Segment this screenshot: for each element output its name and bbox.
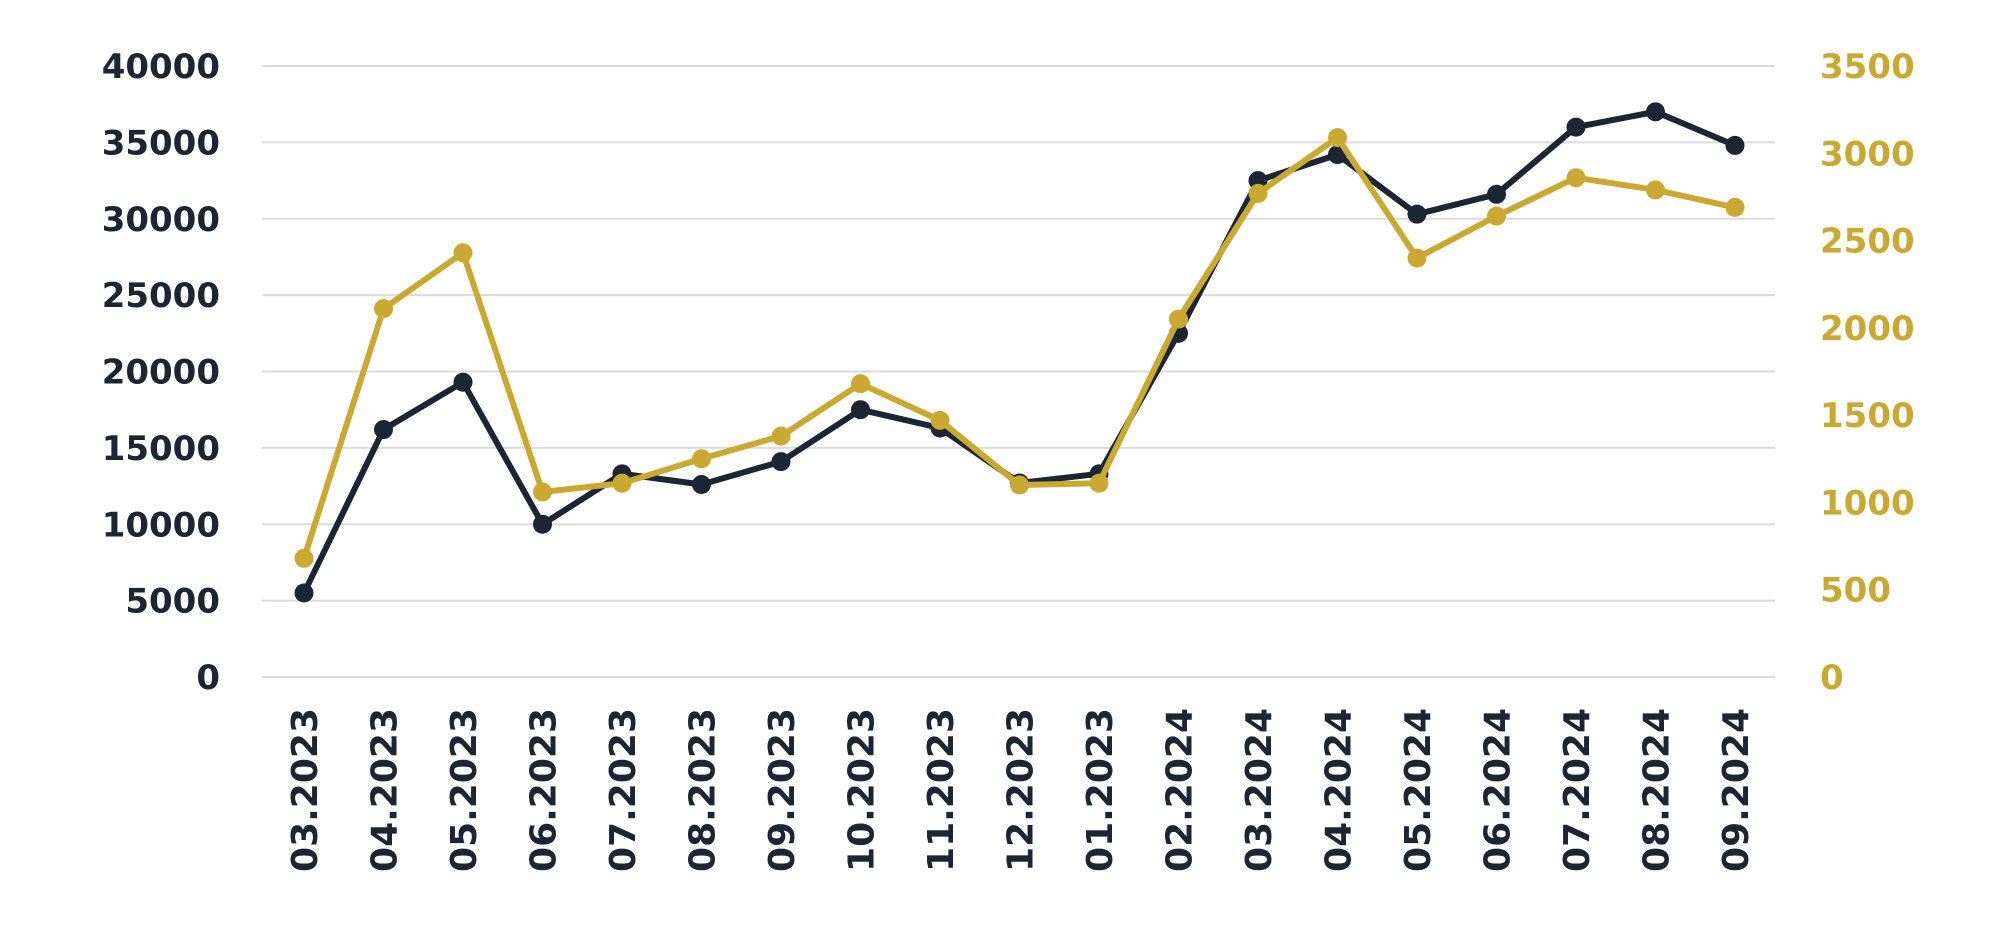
- series-line-right: [301, 134, 1738, 562]
- x-tick-label: 01.2023: [1080, 708, 1121, 872]
- x-tick-label: 03.2023: [285, 708, 326, 872]
- x-tick-label: 04.2024: [1319, 708, 1360, 872]
- data-point-right: [1725, 197, 1745, 217]
- data-point-left: [851, 400, 870, 420]
- series-left: [294, 102, 1745, 603]
- data-point-right: [930, 410, 950, 430]
- data-point-right: [1487, 206, 1506, 226]
- x-tick-label: 10.2023: [842, 708, 883, 872]
- data-point-left: [1487, 184, 1506, 204]
- right-y-axis: 0 500 1000 1500 2000 2500 3000 3500: [1820, 47, 1915, 698]
- right-tick-label: 2000: [1820, 309, 1915, 349]
- left-y-axis: 0 5000 10000 15000 20000 25000 30000 35000 40000: [102, 47, 220, 698]
- data-point-right: [851, 374, 870, 394]
- data-point-right: [692, 449, 711, 469]
- right-tick-label: 2500: [1820, 222, 1915, 262]
- x-tick-label: 07.2023: [603, 708, 644, 872]
- x-tick-label: 08.2024: [1637, 708, 1678, 872]
- x-tick-label: 02.2024: [1160, 708, 1201, 872]
- data-point-right: [771, 426, 791, 446]
- left-tick-label: 40000: [102, 47, 220, 87]
- data-point-left: [1646, 102, 1665, 122]
- data-point-right: [1010, 475, 1029, 495]
- data-point-right: [1646, 180, 1665, 200]
- left-tick-label: 35000: [102, 123, 220, 163]
- gridlines: [262, 65, 1775, 678]
- data-point-right: [1407, 248, 1427, 268]
- data-point-left: [533, 514, 552, 534]
- data-point-right: [1089, 473, 1109, 493]
- left-tick-label: 30000: [102, 200, 220, 240]
- right-tick-label: 3000: [1820, 134, 1915, 174]
- data-point-right: [374, 299, 393, 319]
- x-tick-label: 09.2023: [762, 708, 803, 872]
- x-tick-label: 11.2023: [921, 708, 962, 872]
- left-tick-label: 10000: [102, 505, 220, 545]
- series-line-left: [301, 108, 1738, 596]
- data-point-left: [692, 475, 711, 495]
- x-tick-label: 08.2023: [683, 708, 724, 872]
- data-point-right: [1248, 183, 1268, 203]
- data-point-right: [533, 482, 552, 502]
- data-point-left: [771, 452, 791, 472]
- left-tick-label: 0: [196, 658, 220, 698]
- right-tick-label: 500: [1820, 571, 1891, 611]
- data-point-left: [1725, 135, 1745, 155]
- right-tick-label: 3500: [1820, 47, 1915, 87]
- x-tick-label: 07.2024: [1557, 708, 1598, 872]
- x-axis: 03.2023 04.2023 05.2023 06.2023 07.2023 08.20…: [285, 708, 1757, 872]
- x-tick-label: 03.2024: [1239, 708, 1280, 872]
- data-point-right: [1328, 128, 1347, 148]
- data-point-left: [294, 583, 314, 603]
- series: [294, 102, 1745, 603]
- data-point-right: [1566, 168, 1586, 188]
- data-point-right: [1169, 309, 1188, 329]
- left-tick-label: 15000: [102, 429, 220, 469]
- right-tick-label: 1500: [1820, 396, 1915, 436]
- left-tick-label: 5000: [125, 582, 220, 622]
- x-tick-label: 04.2023: [365, 708, 406, 872]
- x-tick-label: 05.2023: [444, 708, 485, 872]
- right-tick-label: 0: [1820, 658, 1844, 698]
- left-tick-label: 25000: [102, 276, 220, 316]
- x-tick-label: 05.2024: [1398, 708, 1439, 872]
- data-point-right: [294, 548, 314, 568]
- data-point-left: [1566, 117, 1586, 137]
- right-tick-label: 1000: [1820, 483, 1915, 523]
- data-point-left: [374, 420, 393, 440]
- data-point-right: [612, 473, 632, 493]
- x-tick-label: 06.2024: [1478, 708, 1519, 872]
- x-tick-label: 06.2023: [524, 708, 565, 872]
- series-right: [294, 128, 1745, 568]
- x-tick-label: 12.2023: [1001, 708, 1042, 872]
- data-point-left: [453, 372, 473, 392]
- x-tick-label: 09.2024: [1716, 708, 1757, 872]
- left-tick-label: 20000: [102, 353, 220, 393]
- data-point-left: [1407, 204, 1427, 224]
- data-point-right: [453, 243, 473, 263]
